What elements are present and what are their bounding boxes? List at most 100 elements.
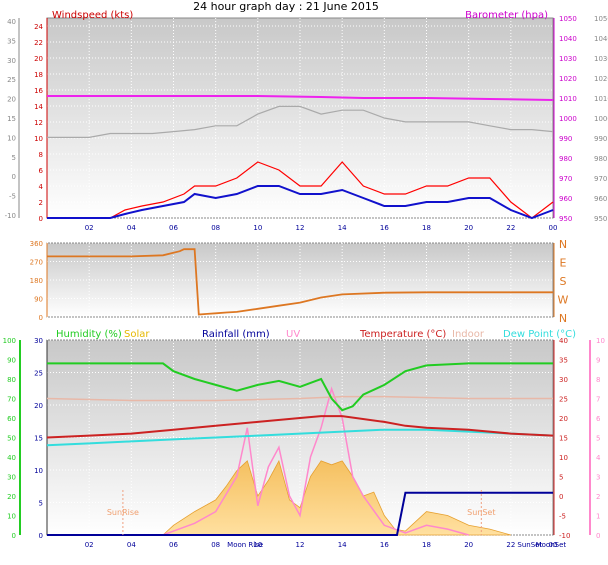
x-tick-label: 06 — [169, 541, 178, 549]
compass-label: N — [559, 312, 567, 325]
tick-label: 12 — [34, 119, 43, 127]
tick-label: 5 — [596, 435, 600, 443]
legend-item: Dew Point (°C) — [503, 329, 576, 340]
tick-label: 25 — [559, 396, 568, 404]
tick-label: 20 — [559, 415, 568, 423]
x-tick-label: 22 — [506, 541, 515, 549]
tick-label: 1050 — [559, 15, 577, 23]
x-tick-label: 10 — [253, 224, 262, 232]
tick-label: 50 — [7, 435, 16, 443]
wind-average-line — [47, 185, 554, 220]
uv-line — [162, 386, 469, 536]
compass-label: E — [560, 257, 567, 270]
tick-label: 8 — [39, 151, 43, 159]
tick-label: 990 — [594, 135, 607, 143]
tick-label: 0 — [39, 314, 43, 322]
tick-label: 100 — [3, 337, 16, 345]
tick-label: 2 — [596, 493, 600, 501]
tick-label: 10 — [34, 135, 43, 143]
page-title: 24 hour graph day : 21 June 2015 — [193, 0, 379, 13]
tick-label: 950 — [559, 215, 572, 223]
x-tick-label: 00 — [549, 541, 558, 549]
x-tick-label: 08 — [211, 541, 220, 549]
tick-label: -5 — [559, 513, 566, 521]
compass-label: S — [560, 275, 567, 288]
tick-label: 90 — [7, 357, 16, 365]
x-tick-label: 08 — [211, 224, 220, 232]
tick-label: 6 — [39, 167, 44, 175]
x-tick-label: 12 — [296, 541, 305, 549]
tick-label: -10 — [559, 532, 570, 540]
solar-area — [161, 459, 511, 536]
tick-label: 15 — [7, 115, 16, 123]
tick-label: 20 — [34, 402, 43, 410]
tick-label: 960 — [594, 195, 607, 203]
compass-label: N — [559, 238, 567, 251]
x-tick-label: 22 — [506, 224, 515, 232]
tick-label: 40 — [7, 454, 16, 462]
x-tick-label: 18 — [422, 224, 431, 232]
x-tick-label: 02 — [85, 224, 94, 232]
tick-label: 22 — [34, 39, 43, 47]
tick-label: 18 — [34, 71, 43, 79]
temperature-line — [46, 415, 554, 439]
dew-point-line — [46, 428, 554, 447]
x-tick-label: 02 — [85, 541, 94, 549]
tick-label: 5 — [12, 154, 16, 162]
tick-label: 25 — [7, 76, 16, 84]
tick-label: 1040 — [594, 35, 608, 43]
tick-label: 60 — [7, 415, 16, 423]
tick-label: 2 — [39, 199, 43, 207]
tick-label: 30 — [7, 474, 16, 482]
tick-label: 270 — [30, 259, 43, 267]
humidity-line — [47, 362, 553, 412]
tick-label: 40 — [7, 18, 16, 26]
tick-label: 0 — [596, 532, 600, 540]
tick-label: 0 — [559, 493, 563, 501]
legend-item: Indoor — [452, 329, 485, 340]
rainfall-line — [47, 491, 553, 536]
tick-label: 30 — [559, 376, 568, 384]
tick-label: 80 — [7, 376, 16, 384]
tick-label: 10 — [34, 467, 43, 475]
tick-label: 6 — [596, 415, 601, 423]
windspeed-axis-label: Windspeed (kts) — [52, 10, 133, 21]
tick-label: 0 — [12, 532, 16, 540]
tick-label: 15 — [34, 435, 43, 443]
tick-label: 24 — [34, 23, 43, 31]
tick-label: 10 — [559, 454, 568, 462]
tick-label: 180 — [30, 277, 43, 285]
tick-label: 950 — [594, 215, 607, 223]
legend-item: Temperature (°C) — [359, 329, 446, 340]
tick-label: 25 — [34, 370, 43, 378]
tick-label: 360 — [30, 240, 43, 248]
x-tick-label: 20 — [464, 541, 473, 549]
tick-label: 15 — [559, 435, 568, 443]
tick-label: 1 — [596, 513, 600, 521]
tick-label: 1010 — [559, 95, 577, 103]
tick-label: 14 — [34, 103, 43, 111]
x-tick-label: 12 — [296, 224, 305, 232]
tick-label: 8 — [596, 376, 600, 384]
sunset-label: SunSet — [467, 508, 495, 517]
compass-label: W — [558, 294, 569, 307]
tick-label: 4 — [39, 183, 44, 191]
tick-label: 10 — [596, 337, 605, 345]
tick-label: 4 — [596, 454, 601, 462]
x-tick-label: 10 — [253, 541, 262, 549]
sunrise-label: SunRise — [107, 508, 139, 517]
legend-item: Solar — [124, 329, 150, 340]
tick-label: 7 — [596, 396, 600, 404]
tick-label: 1050 — [594, 15, 608, 23]
tick-label: 10 — [7, 513, 16, 521]
tick-label: 20 — [34, 55, 43, 63]
tick-label: 1030 — [559, 55, 577, 63]
x-tick-label: 04 — [127, 541, 136, 549]
tick-label: 1020 — [559, 75, 577, 83]
barometer-line — [47, 95, 554, 101]
tick-label: 20 — [7, 493, 16, 501]
x-tick-label: 14 — [338, 224, 347, 232]
grey-trace — [47, 105, 554, 138]
gust-line — [47, 161, 554, 219]
